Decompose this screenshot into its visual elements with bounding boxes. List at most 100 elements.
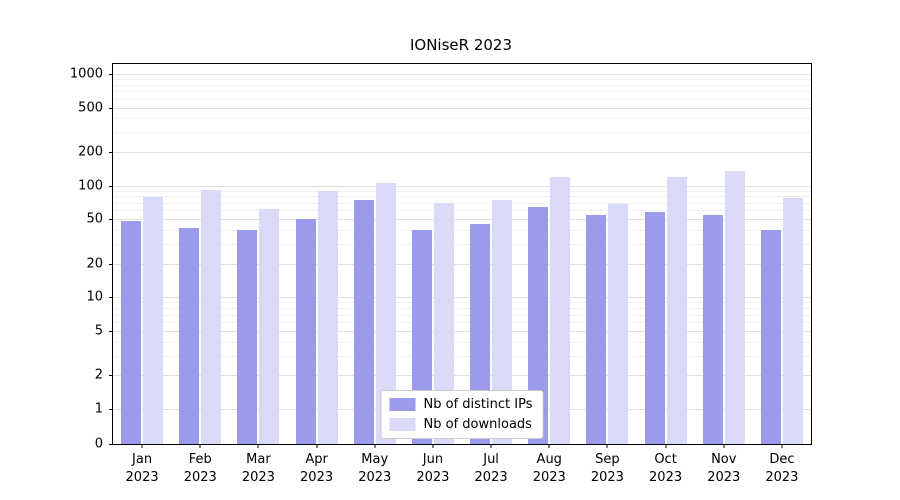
x-axis-tick-label: Sep 2023 — [590, 452, 624, 485]
legend-label-downloads: Nb of downloads — [423, 417, 532, 432]
x-axis-tick-label: Nov 2023 — [707, 452, 741, 485]
gridline-minor — [113, 322, 811, 324]
y-axis-tick-label: 100 — [78, 178, 103, 194]
y-axis-tick-label: 200 — [78, 144, 103, 160]
gridline-minor — [113, 244, 811, 246]
bar-distinct-ips — [237, 230, 258, 444]
x-axis-tick-mark — [548, 444, 550, 448]
x-axis-tick-mark — [781, 444, 783, 448]
x-axis-tick-label: Jan 2023 — [125, 452, 159, 485]
gridline-minor — [113, 341, 811, 343]
x-axis-tick-mark — [723, 444, 725, 448]
gridline-minor — [113, 314, 811, 316]
y-axis-tick-mark — [109, 409, 113, 410]
y-axis-tick-mark — [109, 185, 113, 187]
gridline-major — [113, 107, 811, 109]
gridline-major — [113, 219, 811, 221]
legend-swatch-downloads — [389, 418, 416, 431]
y-axis-tick-label: 5 — [94, 323, 103, 339]
y-axis-tick-mark — [109, 152, 113, 154]
x-axis-tick-label: May 2023 — [358, 452, 392, 485]
gridline-minor — [113, 196, 811, 198]
bar-downloads — [550, 176, 571, 444]
x-axis-tick-label: Apr 2023 — [300, 452, 334, 485]
x-axis-tick-label: Aug 2023 — [532, 452, 566, 485]
x-axis-tick-label: Oct 2023 — [649, 452, 683, 485]
y-axis-tick-mark — [109, 297, 113, 299]
bar-distinct-ips — [702, 214, 723, 444]
gridline-major — [113, 74, 811, 75]
gridline-major — [113, 375, 811, 377]
gridline-minor — [113, 190, 811, 192]
y-axis-tick-mark — [109, 375, 113, 377]
bar-downloads — [375, 183, 396, 444]
gridline-minor — [113, 84, 811, 86]
gridline-minor — [113, 202, 811, 204]
bar-distinct-ips — [586, 214, 607, 444]
x-axis-tick-mark — [490, 444, 492, 448]
x-axis-tick-mark — [141, 444, 143, 448]
gridline-minor — [113, 210, 811, 212]
bar-distinct-ips — [760, 230, 781, 444]
bar-downloads — [259, 208, 280, 444]
legend: Nb of distinct IPs Nb of downloads — [380, 390, 544, 439]
bar-downloads — [608, 204, 629, 444]
x-axis-tick-mark — [606, 444, 608, 448]
gridline-minor — [113, 302, 811, 304]
bar-distinct-ips — [470, 224, 491, 444]
legend-label-distinct-ips: Nb of distinct IPs — [423, 397, 533, 412]
x-axis-tick-mark — [374, 444, 376, 448]
gridline-minor — [113, 230, 811, 232]
x-axis-tick-label: Jun 2023 — [416, 452, 450, 485]
bar-distinct-ips — [121, 221, 142, 444]
bar-downloads — [782, 197, 803, 444]
x-axis-tick-mark — [665, 444, 667, 448]
gridline-major — [113, 297, 811, 299]
bar-distinct-ips — [353, 199, 374, 444]
bar-downloads — [492, 199, 513, 444]
gridline-major — [113, 263, 811, 265]
gridline-minor — [113, 79, 811, 81]
y-axis-tick-label: 10 — [86, 289, 103, 305]
bar-distinct-ips — [644, 212, 665, 444]
bar-downloads — [201, 189, 222, 444]
y-axis-tick-label: 500 — [78, 100, 103, 116]
legend-swatch-distinct-ips — [389, 398, 416, 411]
x-axis-tick-mark — [316, 444, 318, 448]
legend-entry-distinct-ips: Nb of distinct IPs — [389, 397, 533, 412]
bar-distinct-ips — [179, 227, 200, 444]
gridline-minor — [113, 132, 811, 134]
gridline-minor — [113, 308, 811, 310]
bar-downloads — [666, 176, 687, 444]
y-axis-tick-mark — [109, 74, 113, 75]
y-axis-tick-mark — [109, 444, 113, 445]
bar-downloads — [143, 196, 164, 444]
chart-title: IONiseR 2023 — [409, 36, 513, 54]
gridline-minor — [113, 355, 811, 357]
gridline-major — [113, 330, 811, 332]
gridline-major — [113, 185, 811, 187]
x-axis-tick-mark — [257, 444, 259, 448]
gridline-major — [113, 152, 811, 154]
y-axis-tick-label: 20 — [86, 256, 103, 272]
y-axis-tick-label: 1000 — [69, 66, 103, 82]
y-axis-tick-mark — [109, 219, 113, 221]
x-axis-tick-label: Feb 2023 — [183, 452, 217, 485]
y-axis-tick-mark — [109, 107, 113, 109]
x-axis-tick-mark — [199, 444, 201, 448]
x-axis-tick-label: Mar 2023 — [241, 452, 275, 485]
gridline-minor — [113, 98, 811, 100]
gridline-minor — [113, 91, 811, 93]
bar-downloads — [317, 190, 338, 444]
y-axis-tick-mark — [109, 330, 113, 332]
bar-distinct-ips — [295, 219, 316, 444]
y-axis-tick-mark — [109, 263, 113, 265]
x-axis-tick-label: Dec 2023 — [765, 452, 799, 485]
bar-downloads — [433, 202, 454, 444]
legend-entry-downloads: Nb of downloads — [389, 417, 533, 432]
x-axis-tick-label: Jul 2023 — [474, 452, 508, 485]
y-axis-tick-label: 2 — [94, 367, 103, 383]
y-axis-tick-label: 50 — [86, 211, 103, 227]
bar-distinct-ips — [528, 206, 549, 444]
